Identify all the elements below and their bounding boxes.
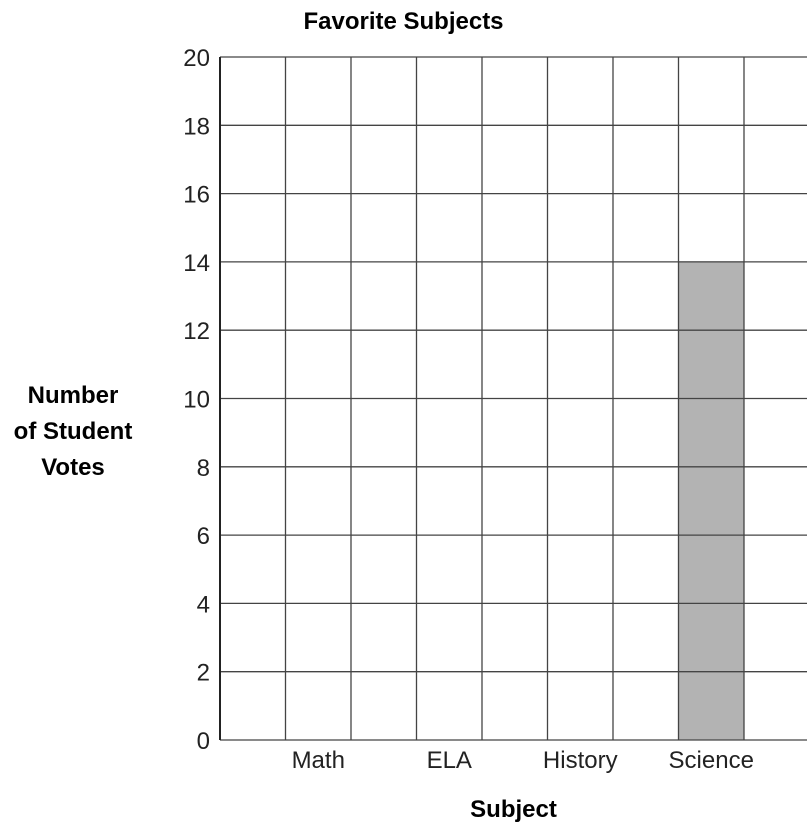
x-tick-label: ELA bbox=[427, 747, 472, 774]
chart-title: Favorite Subjects bbox=[303, 8, 504, 35]
y-axis-label-line: of Student bbox=[13, 418, 133, 445]
bar-science bbox=[678, 261, 745, 741]
x-axis-label: Subject bbox=[470, 796, 557, 823]
y-tick-label: 14 bbox=[183, 250, 210, 277]
x-tick-label: Science bbox=[669, 747, 754, 774]
y-tick-label: 10 bbox=[183, 387, 210, 414]
y-tick-label: 8 bbox=[197, 455, 210, 482]
y-axis-label-line: Votes bbox=[41, 454, 105, 481]
y-tick-label: 0 bbox=[197, 728, 210, 755]
y-axis-label: Number of Student Votes bbox=[0, 378, 146, 486]
x-tick-label: History bbox=[543, 747, 618, 774]
y-axis-label-line: Number bbox=[27, 382, 119, 409]
x-tick-label: Math bbox=[292, 747, 345, 774]
y-tick-label: 6 bbox=[197, 523, 210, 550]
y-tick-label: 2 bbox=[197, 660, 210, 687]
y-tick-label: 20 bbox=[183, 45, 210, 72]
y-tick-label: 16 bbox=[183, 182, 210, 209]
y-tick-label: 12 bbox=[183, 318, 210, 345]
y-tick-label: 4 bbox=[197, 591, 210, 618]
y-tick-label: 18 bbox=[183, 113, 210, 140]
